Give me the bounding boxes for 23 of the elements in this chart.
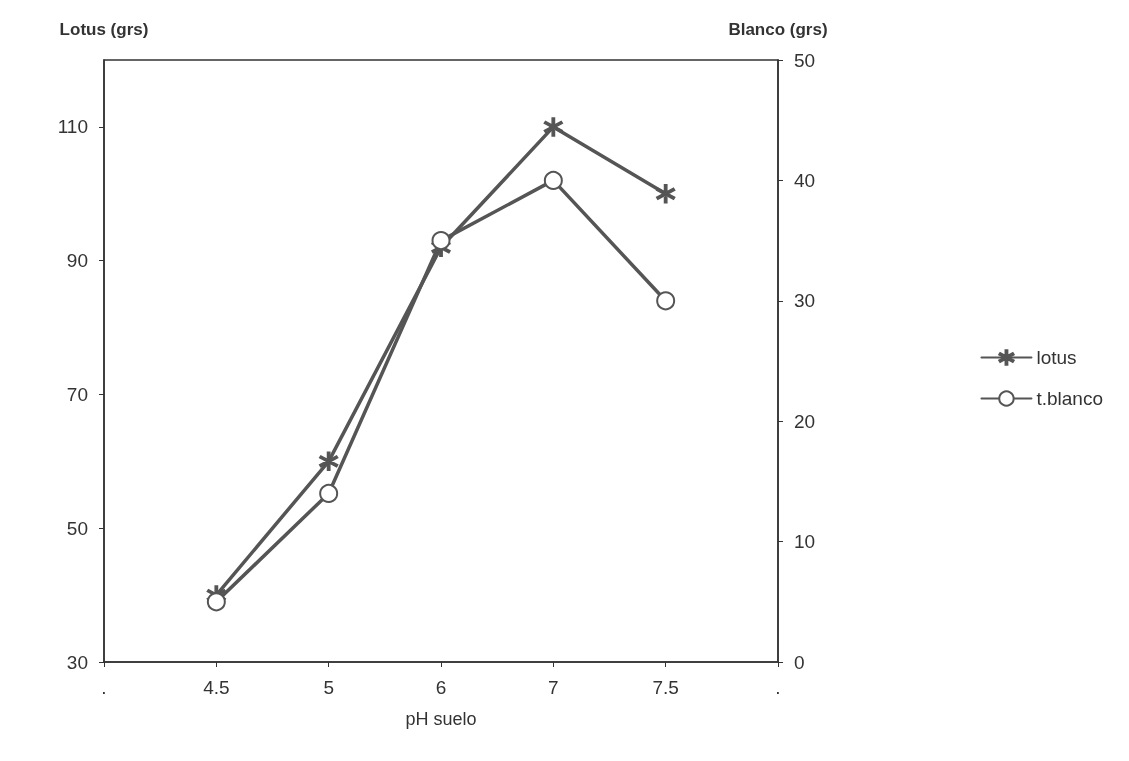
y2-tick-label: 10 xyxy=(794,531,816,553)
x-tick-label: 5 xyxy=(323,677,334,698)
y2-tick-label: 40 xyxy=(794,169,816,191)
x-tick-label: 7.5 xyxy=(652,677,679,698)
y2-tick-label: 20 xyxy=(794,410,816,432)
y2-axis-title: Blanco (grs) xyxy=(728,20,828,39)
y-tick-label: 110 xyxy=(57,116,88,138)
x-tick-label: . xyxy=(101,677,107,698)
y-tick-label: 90 xyxy=(66,250,88,272)
legend-label: t.blanco xyxy=(1036,388,1103,409)
y2-tick-label: 30 xyxy=(794,290,816,312)
y-tick-label: 50 xyxy=(66,517,88,539)
y-tick-label: 70 xyxy=(66,383,88,405)
x-tick-label: . xyxy=(775,677,781,698)
y-tick-label: 30 xyxy=(66,651,88,673)
y-axis-title: Lotus (grs) xyxy=(59,20,149,39)
legend-label: lotus xyxy=(1036,347,1077,368)
x-tick-label: 4.5 xyxy=(203,677,230,698)
y2-tick-label: 0 xyxy=(794,651,805,673)
x-tick-label: 6 xyxy=(435,677,447,698)
x-axis-title: pH suelo xyxy=(405,709,477,729)
x-tick-label: 7 xyxy=(548,677,559,698)
y2-tick-label: 50 xyxy=(794,49,816,71)
